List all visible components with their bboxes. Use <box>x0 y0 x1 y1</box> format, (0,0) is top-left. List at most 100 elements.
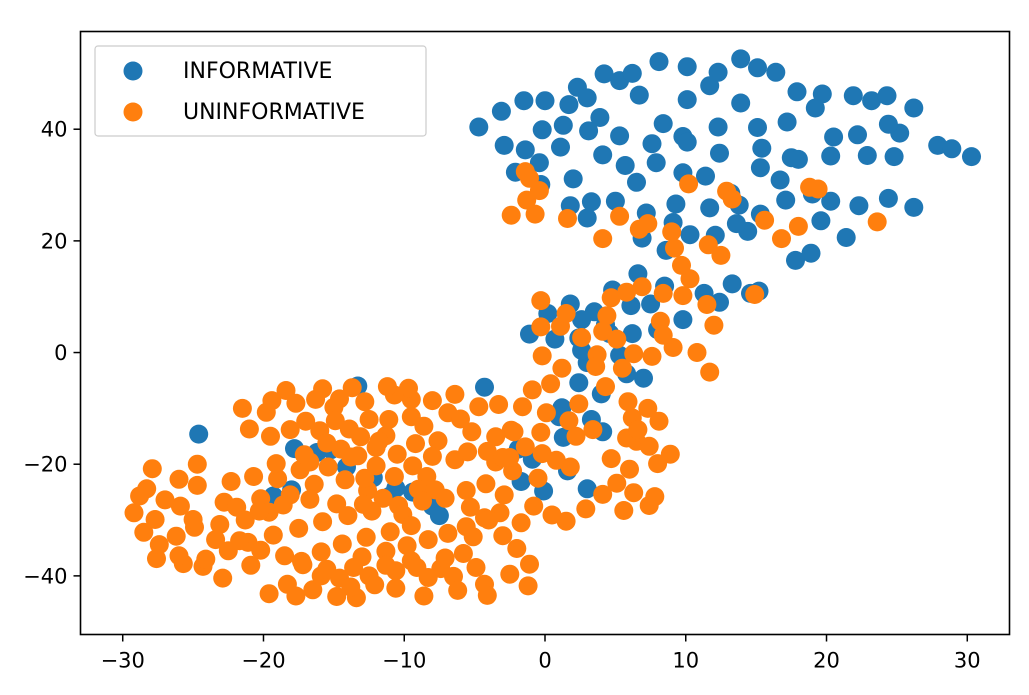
x-tick-label: −20 <box>241 649 285 673</box>
point-uninformative <box>808 179 828 199</box>
point-uninformative <box>673 286 693 306</box>
point-informative <box>642 134 662 154</box>
point-uninformative <box>493 526 513 546</box>
point-uninformative <box>230 531 250 551</box>
point-informative <box>786 250 805 270</box>
point-uninformative <box>772 229 791 249</box>
point-uninformative <box>638 398 658 418</box>
point-informative <box>594 64 614 84</box>
point-uninformative <box>624 483 644 503</box>
point-informative <box>677 57 697 77</box>
point-uninformative <box>259 584 279 604</box>
legend-label-informative: INFORMATIVE <box>183 59 332 84</box>
point-uninformative <box>607 473 627 493</box>
point-uninformative <box>428 431 448 451</box>
point-uninformative <box>353 494 373 514</box>
point-uninformative <box>376 555 396 575</box>
point-uninformative <box>355 468 375 488</box>
point-uninformative <box>566 426 586 446</box>
point-informative <box>884 147 904 167</box>
point-informative <box>750 158 770 178</box>
point-uninformative <box>435 488 455 508</box>
point-uninformative <box>597 306 617 326</box>
point-informative <box>577 479 597 499</box>
point-uninformative <box>289 518 309 538</box>
point-uninformative <box>456 481 476 500</box>
point-informative <box>962 147 981 167</box>
point-uninformative <box>556 304 576 323</box>
point-uninformative <box>348 446 368 466</box>
point-informative <box>563 169 583 189</box>
point-uninformative <box>612 358 632 378</box>
point-uninformative <box>369 431 389 451</box>
point-uninformative <box>513 397 532 417</box>
point-informative <box>535 91 555 111</box>
point-informative <box>649 52 669 72</box>
point-uninformative <box>397 536 417 556</box>
point-uninformative <box>342 378 362 398</box>
point-uninformative <box>244 467 264 486</box>
point-uninformative <box>373 488 393 508</box>
point-uninformative <box>477 585 497 605</box>
point-uninformative <box>477 441 497 461</box>
point-uninformative <box>607 329 627 349</box>
point-uninformative <box>335 470 355 490</box>
point-uninformative <box>213 568 233 588</box>
point-informative <box>559 95 579 115</box>
y-tick-label: −20 <box>23 453 67 477</box>
point-uninformative <box>532 346 552 366</box>
point-uninformative <box>235 510 255 530</box>
point-informative <box>700 198 720 218</box>
y-tick-label: 40 <box>41 118 68 142</box>
point-informative <box>515 140 535 160</box>
point-uninformative <box>511 513 531 533</box>
point-uninformative <box>722 189 742 209</box>
point-informative <box>514 91 534 111</box>
point-uninformative <box>124 503 144 523</box>
legend-marker-uninformative <box>123 102 143 122</box>
y-tick-label: 20 <box>41 229 68 253</box>
point-uninformative <box>610 206 630 226</box>
point-uninformative <box>276 381 296 400</box>
point-uninformative <box>366 456 386 476</box>
point-uninformative <box>286 393 306 413</box>
point-uninformative <box>529 181 549 201</box>
point-uninformative <box>239 419 259 439</box>
y-tick-label: −40 <box>23 564 67 588</box>
point-informative <box>857 146 877 165</box>
point-uninformative <box>504 422 524 442</box>
point-uninformative <box>572 328 592 347</box>
point-informative <box>494 135 514 155</box>
point-uninformative <box>210 515 230 534</box>
point-uninformative <box>525 204 545 224</box>
point-informative <box>836 228 856 247</box>
point-uninformative <box>518 576 538 596</box>
point-informative <box>904 197 924 217</box>
point-informative <box>811 211 831 231</box>
point-informative <box>862 91 882 111</box>
point-uninformative <box>522 380 542 400</box>
point-uninformative <box>327 494 347 514</box>
point-uninformative <box>355 392 375 412</box>
point-informative <box>710 143 729 163</box>
point-informative <box>475 377 494 397</box>
point-informative <box>622 63 642 83</box>
point-uninformative <box>462 422 482 442</box>
point-informative <box>726 214 746 234</box>
point-informative <box>878 188 898 208</box>
point-uninformative <box>620 459 639 479</box>
point-uninformative <box>700 362 720 382</box>
point-informative <box>572 310 592 330</box>
point-informative <box>801 243 821 263</box>
point-informative <box>777 112 797 132</box>
point-uninformative <box>698 235 718 255</box>
point-uninformative <box>435 548 455 568</box>
point-informative <box>821 191 841 211</box>
point-uninformative <box>558 209 577 228</box>
point-informative <box>666 194 686 214</box>
point-uninformative <box>515 437 535 457</box>
point-uninformative <box>303 580 323 600</box>
point-uninformative <box>458 442 478 462</box>
point-uninformative <box>155 490 175 510</box>
point-uninformative <box>520 554 539 574</box>
